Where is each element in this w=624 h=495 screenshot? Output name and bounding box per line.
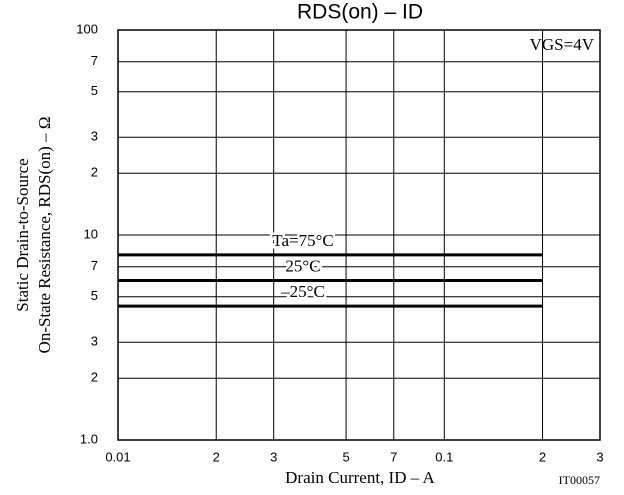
series-label: 25°C [285, 256, 320, 275]
x-tick-label: 7 [390, 449, 397, 464]
x-tick-label: 3 [270, 449, 277, 464]
x-axis-label: Drain Current, ID – A [285, 468, 435, 487]
series-label: –25°C [280, 282, 325, 301]
x-tick-label: 3 [596, 449, 603, 464]
y-axis-label: Static Drain-to-Source [13, 158, 32, 311]
y-tick-label: 100 [76, 21, 98, 36]
y-tick-label: 10 [84, 226, 98, 241]
x-tick-label: 0.1 [435, 449, 453, 464]
y-tick-label: 5 [91, 83, 98, 98]
x-tick-label: 5 [342, 449, 349, 464]
chart-title: RDS(on) – ID [297, 1, 423, 24]
annotation: VGS=4V [530, 35, 595, 54]
y-tick-label: 3 [91, 129, 98, 144]
y-tick-label: 2 [91, 165, 98, 180]
y-tick-label: 3 [91, 334, 98, 349]
y-tick-label: 5 [91, 288, 98, 303]
y-tick-label: 1.0 [80, 431, 98, 446]
y-tick-label: 7 [91, 258, 98, 273]
y-tick-label: 7 [91, 53, 98, 68]
x-tick-label: 2 [213, 449, 220, 464]
y-tick-label: 2 [91, 370, 98, 385]
series-label: Ta=75°C [272, 231, 333, 250]
y-axis-label: On-State Resistance, RDS(on) – Ω [35, 117, 54, 354]
plot-frame [117, 29, 601, 441]
annotation: IT00057 [559, 473, 600, 487]
x-tick-label: 0.01 [105, 449, 130, 464]
x-tick-label: 2 [539, 449, 546, 464]
